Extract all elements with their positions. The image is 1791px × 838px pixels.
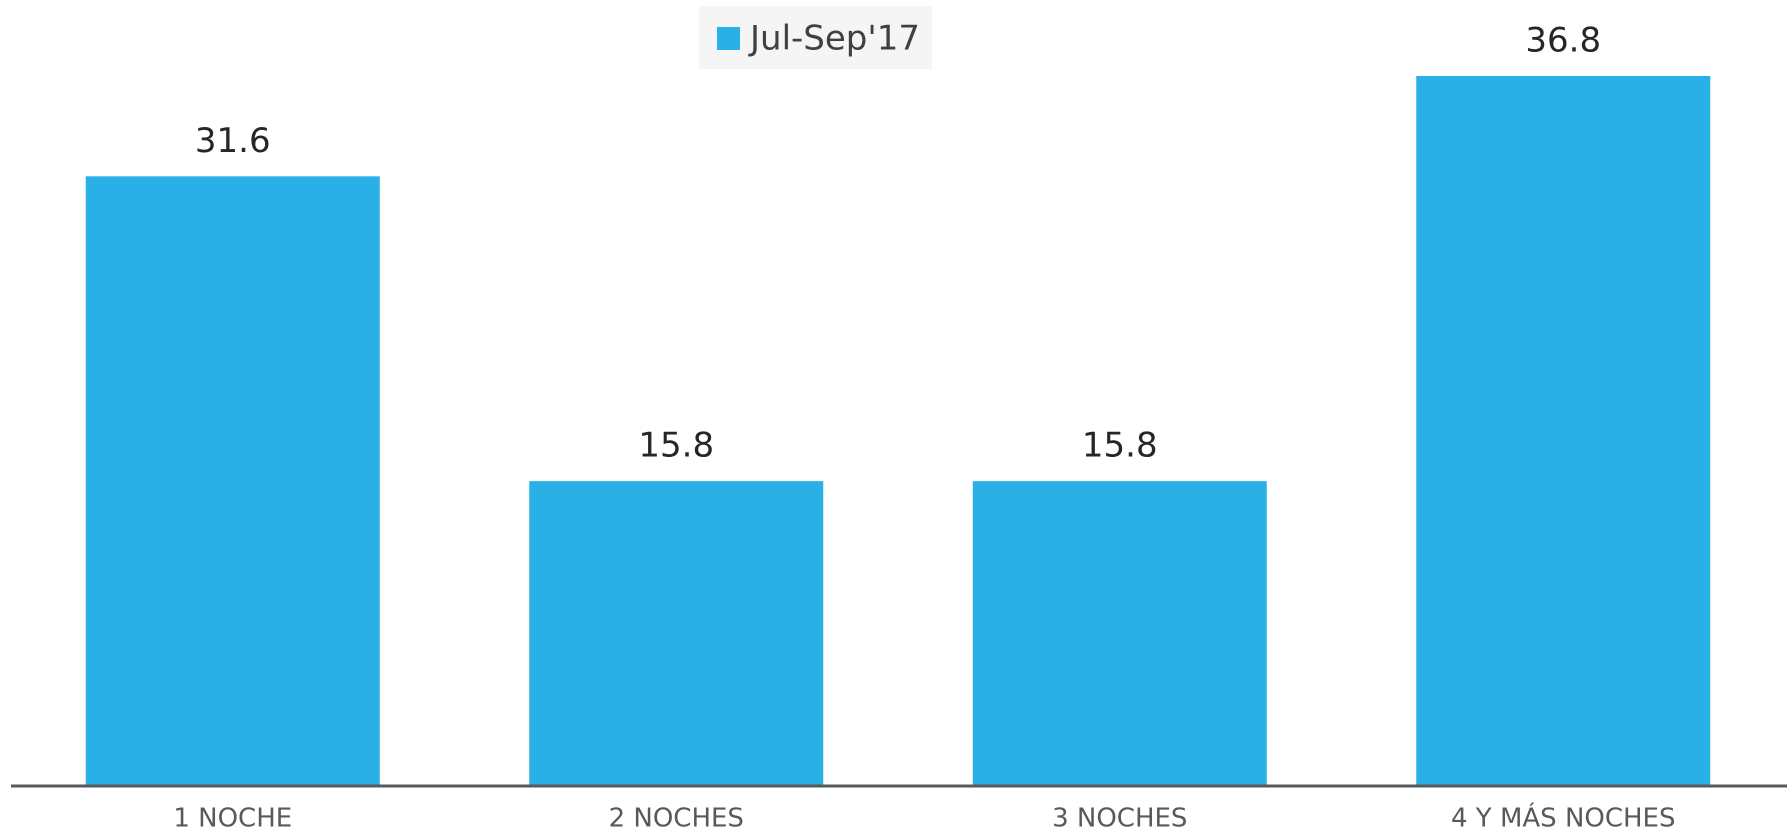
x-tick-label: 3 NOCHES (1052, 804, 1187, 834)
value-label: 15.8 (1082, 426, 1158, 466)
legend-swatch (717, 27, 740, 50)
bar (1416, 76, 1711, 786)
x-tick-label: 4 Y MÁS NOCHES (1451, 802, 1676, 834)
bar (972, 481, 1267, 786)
x-tick-label: 1 NOCHE (173, 804, 292, 834)
legend-label: Jul-Sep'17 (748, 19, 920, 59)
value-label: 31.6 (195, 121, 271, 161)
bar (85, 176, 380, 787)
bar (529, 481, 824, 786)
x-tick-label: 2 NOCHES (609, 804, 744, 834)
value-label: 15.8 (638, 426, 714, 466)
value-label: 36.8 (1525, 21, 1601, 61)
